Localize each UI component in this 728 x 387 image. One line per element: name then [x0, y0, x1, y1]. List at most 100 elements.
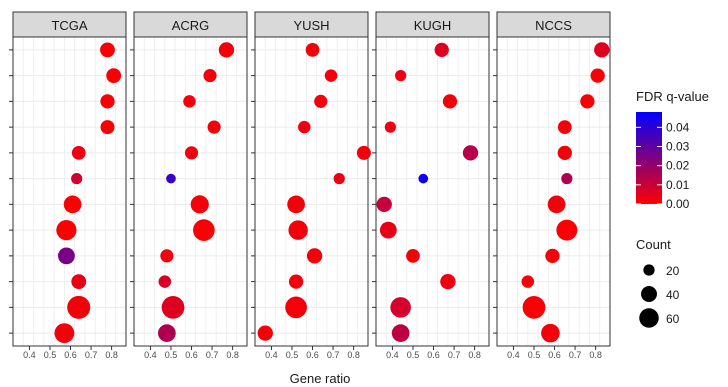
x-tick-label: 0.5 [528, 350, 541, 360]
panel-background [12, 36, 127, 347]
x-axis-title: Gene ratio [290, 371, 351, 386]
facet-strip [254, 11, 369, 38]
data-point [54, 323, 75, 344]
color-legend: FDR q-value 0.04 0.03 0.02 0.01 0.00 [636, 89, 709, 211]
data-point [590, 68, 605, 83]
data-point [391, 324, 410, 342]
color-legend-label: 0.03 [666, 140, 690, 154]
data-point [440, 273, 456, 290]
panel-border [375, 36, 490, 347]
x-tick-label: 0.4 [144, 350, 157, 360]
data-point [418, 173, 429, 184]
x-tick-label: 0.8 [226, 350, 239, 360]
data-point [384, 121, 396, 133]
data-point [218, 42, 235, 58]
size-legend-label: 40 [666, 288, 680, 302]
x-tick-label: 0.8 [105, 350, 118, 360]
color-legend-ticks: 0.04 0.03 0.02 0.01 0.00 [636, 120, 690, 211]
panel-tcga: TCGA 0.4 0.5 0.6 0.7 0.8 [9, 11, 127, 360]
size-legend-dot [643, 264, 655, 276]
x-tick-label: 0.6 [548, 350, 561, 360]
facet-label: YUSH [293, 18, 329, 33]
data-point [287, 195, 305, 214]
x-tick-label: 0.7 [569, 350, 582, 360]
data-point [521, 275, 535, 288]
x-tick-label: 0.5 [407, 350, 420, 360]
data-point [160, 249, 174, 263]
data-point [545, 248, 560, 264]
x-tick-label: 0.6 [64, 350, 77, 360]
data-point [100, 42, 115, 58]
x-tick-label: 0.4 [386, 350, 399, 360]
data-point [56, 220, 77, 241]
data-point [305, 43, 320, 57]
facet-label: ACRG [172, 18, 210, 33]
data-point [190, 195, 209, 214]
data-point [462, 145, 479, 161]
x-tick-label: 0.8 [468, 350, 481, 360]
x-tick-label: 0.4 [265, 350, 278, 360]
data-point [356, 145, 371, 160]
x-tick-label: 0.7 [448, 350, 461, 360]
size-legend-dot [639, 308, 659, 328]
data-point [288, 274, 304, 289]
panel-border [133, 36, 248, 347]
data-point [333, 173, 345, 185]
data-point [541, 323, 560, 343]
panel-kugh: KUGH 0.4 0.5 0.6 0.7 0.8 [372, 11, 490, 360]
data-point [285, 296, 307, 319]
color-legend-label: 0.00 [666, 197, 690, 211]
data-point [442, 94, 458, 109]
data-point [557, 120, 572, 134]
data-point [100, 94, 115, 109]
facet-label: TCGA [51, 18, 87, 33]
x-tick-label: 0.4 [507, 350, 520, 360]
x-tick-label: 0.6 [306, 350, 319, 360]
data-point [158, 275, 172, 288]
panel-background [375, 36, 490, 347]
data-point [71, 146, 86, 160]
color-legend-label: 0.01 [666, 178, 690, 192]
size-legend: Count 20 40 60 [636, 237, 680, 328]
data-point [288, 220, 308, 240]
panel-acrg: ACRG 0.4 0.5 0.6 0.7 0.8 [130, 11, 248, 360]
data-point [203, 69, 217, 83]
data-point [594, 42, 610, 58]
data-point [547, 195, 566, 214]
data-point [390, 297, 411, 318]
data-point [158, 324, 176, 342]
data-point [298, 120, 311, 134]
x-tick-label: 0.7 [327, 350, 340, 360]
data-point [67, 295, 91, 319]
x-tick-label: 0.6 [427, 350, 440, 360]
color-legend-label: 0.04 [666, 120, 690, 134]
size-legend-keys: 20 40 60 [639, 264, 680, 328]
data-point [395, 70, 407, 82]
facet-strip [133, 11, 248, 38]
panel-background [496, 36, 611, 347]
data-point [183, 95, 196, 108]
x-tick-label: 0.5 [44, 350, 57, 360]
data-point [406, 249, 420, 263]
data-point [100, 120, 115, 135]
data-point [306, 248, 323, 264]
x-tick-label: 0.5 [165, 350, 178, 360]
size-legend-label: 60 [666, 312, 680, 326]
x-tick-label: 0.7 [85, 350, 98, 360]
panel-yush: YUSH 0.4 0.5 0.6 0.7 0.8 [251, 11, 371, 360]
panel-background [254, 36, 369, 347]
data-point [556, 219, 578, 241]
data-point [324, 69, 338, 82]
size-legend-title: Count [636, 237, 671, 252]
color-legend-bar [636, 112, 662, 204]
data-point [166, 173, 176, 184]
panel-background [133, 36, 248, 347]
facet-strip [12, 11, 127, 38]
x-tick-label: 0.5 [286, 350, 299, 360]
panel-border [496, 36, 611, 347]
data-point [257, 325, 273, 341]
x-tick-label: 0.8 [347, 350, 360, 360]
data-point [207, 120, 221, 134]
